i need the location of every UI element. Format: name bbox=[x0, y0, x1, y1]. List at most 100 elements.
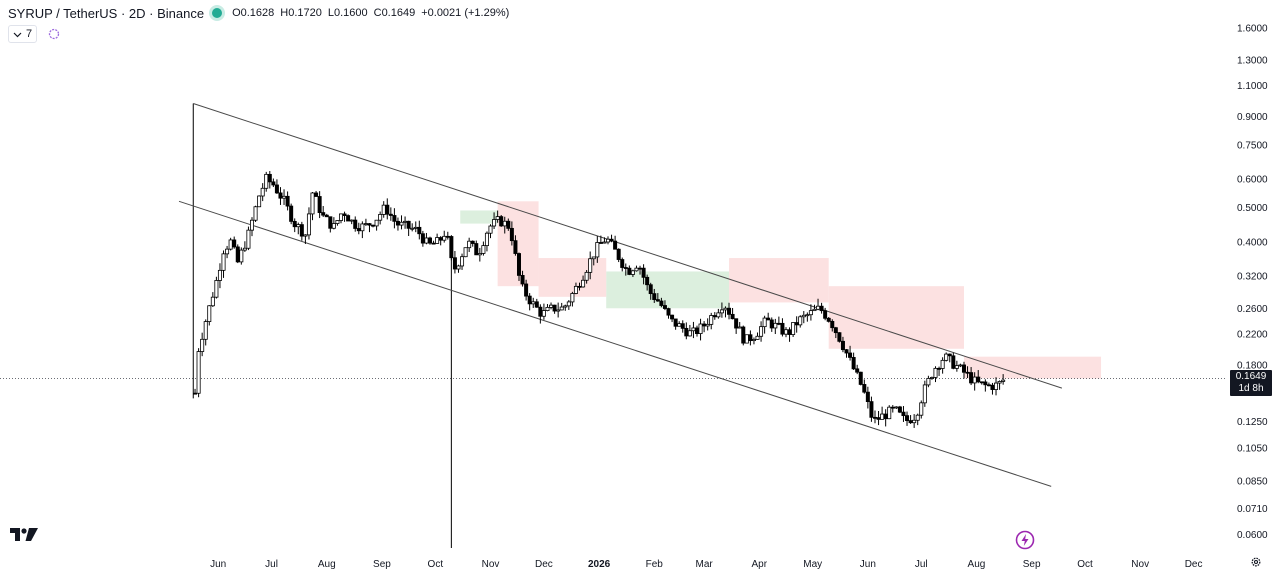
candle-body bbox=[737, 326, 742, 329]
candle-body bbox=[623, 267, 628, 269]
close-value: C0.1649 bbox=[373, 7, 416, 19]
cloud-bear bbox=[828, 286, 964, 349]
candle-body bbox=[759, 326, 764, 337]
cloud-bull bbox=[460, 210, 498, 224]
candle-body bbox=[495, 216, 500, 220]
candle-body bbox=[228, 239, 233, 250]
candle-body bbox=[207, 305, 212, 322]
candle-body bbox=[744, 334, 749, 344]
candle-body bbox=[292, 220, 297, 228]
market-status-icon[interactable] bbox=[212, 8, 223, 18]
candle-body bbox=[566, 301, 571, 307]
candle-body bbox=[374, 219, 379, 227]
time-tick-label: Jul bbox=[915, 559, 928, 570]
candle-body bbox=[591, 256, 596, 260]
candle-body bbox=[442, 235, 447, 241]
candle-body bbox=[570, 293, 575, 303]
candle-body bbox=[645, 276, 650, 286]
price-tick-label: 0.1800 bbox=[1237, 361, 1268, 372]
candle-body bbox=[887, 406, 892, 420]
candle-body bbox=[509, 227, 514, 242]
price-tick-label: 0.0850 bbox=[1237, 476, 1268, 487]
candle-body bbox=[723, 307, 728, 311]
time-axis[interactable]: Jun Jul Aug Sep Oct Nov Dec 2026 Feb Mar Apr May Jun… bbox=[210, 559, 1202, 570]
price-tick-label: 0.0710 bbox=[1237, 504, 1268, 515]
candle-body bbox=[513, 240, 518, 254]
candle-body bbox=[652, 293, 657, 300]
candle-body bbox=[520, 275, 525, 285]
lightning-icon[interactable] bbox=[1015, 530, 1035, 550]
settings-gear-icon[interactable] bbox=[1250, 556, 1262, 568]
candle-body bbox=[844, 349, 849, 354]
candle-body bbox=[783, 329, 788, 335]
candle-body bbox=[367, 223, 372, 226]
candle-body bbox=[360, 223, 365, 232]
candle-body bbox=[780, 322, 785, 335]
candle-body bbox=[712, 315, 717, 318]
wick-spikes bbox=[192, 103, 452, 548]
candle-body bbox=[249, 219, 254, 231]
candle-body bbox=[751, 339, 756, 342]
price-axis[interactable]: 1.6000 1.3000 1.1000 0.9000 0.7500 0.6000 0.50… bbox=[1237, 23, 1268, 541]
candle-body bbox=[979, 381, 984, 384]
time-tick-label: Jul bbox=[265, 559, 278, 570]
candle-body bbox=[905, 415, 910, 421]
candle-body bbox=[805, 314, 810, 317]
candle-body bbox=[324, 214, 329, 218]
price-tick-label: 0.5000 bbox=[1237, 203, 1268, 214]
candle-body bbox=[627, 267, 632, 275]
candle-body bbox=[972, 376, 977, 384]
candle-body bbox=[776, 322, 781, 325]
candle-body bbox=[388, 213, 393, 216]
cloud-bear bbox=[538, 258, 607, 297]
candle-body bbox=[556, 309, 561, 312]
price-tick-label: 1.6000 bbox=[1237, 23, 1268, 34]
open-value: O0.1628 bbox=[232, 7, 275, 19]
candle-body bbox=[467, 240, 472, 249]
candle-body bbox=[499, 216, 504, 227]
candle-body bbox=[210, 296, 215, 307]
candle-body bbox=[242, 247, 247, 251]
candle-body bbox=[994, 382, 999, 390]
bar-countdown: 1d 8h bbox=[1238, 383, 1264, 394]
candle-body bbox=[702, 323, 707, 327]
price-tick-label: 0.0600 bbox=[1237, 530, 1268, 541]
candle-body bbox=[296, 224, 301, 228]
candle-body bbox=[858, 371, 863, 385]
candle-body bbox=[424, 237, 429, 244]
candle-body bbox=[883, 413, 888, 420]
candle-body bbox=[581, 279, 586, 288]
indicators-toggle-button[interactable]: 7 bbox=[8, 25, 38, 43]
candle-body bbox=[837, 332, 842, 342]
candle-body bbox=[385, 204, 390, 215]
candle-body bbox=[773, 322, 778, 329]
candle-body bbox=[342, 213, 347, 216]
candle-body bbox=[267, 173, 272, 183]
sparkle-icon[interactable] bbox=[47, 27, 61, 41]
candle-body bbox=[200, 338, 205, 352]
tradingview-logo-icon[interactable] bbox=[10, 526, 38, 542]
symbol-title[interactable]: SYRUP / TetherUS · 2D · Binance bbox=[8, 5, 205, 21]
candle-body bbox=[673, 318, 678, 327]
descending-channel[interactable] bbox=[178, 103, 1063, 487]
candle-body bbox=[901, 411, 906, 417]
candle-body bbox=[908, 420, 913, 424]
candle-body bbox=[253, 206, 258, 221]
price-tick-label: 0.7500 bbox=[1237, 140, 1268, 151]
symbol-header: SYRUP / TetherUS · 2D · Binance O0.1628 H… bbox=[8, 4, 515, 22]
chevron-down-icon bbox=[13, 32, 22, 37]
candle-body bbox=[598, 242, 603, 244]
candles bbox=[193, 171, 1006, 428]
candle-body bbox=[890, 406, 895, 409]
time-tick-label: Sep bbox=[1023, 559, 1041, 570]
price-tick-label: 0.4000 bbox=[1237, 237, 1268, 248]
candle-body bbox=[947, 353, 952, 357]
candle-body bbox=[716, 312, 721, 318]
candle-body bbox=[549, 304, 554, 308]
candle-body bbox=[794, 322, 799, 326]
candle-body bbox=[826, 317, 831, 322]
candle-body bbox=[282, 195, 287, 199]
candle-body bbox=[976, 376, 981, 383]
candle-body bbox=[961, 364, 966, 373]
